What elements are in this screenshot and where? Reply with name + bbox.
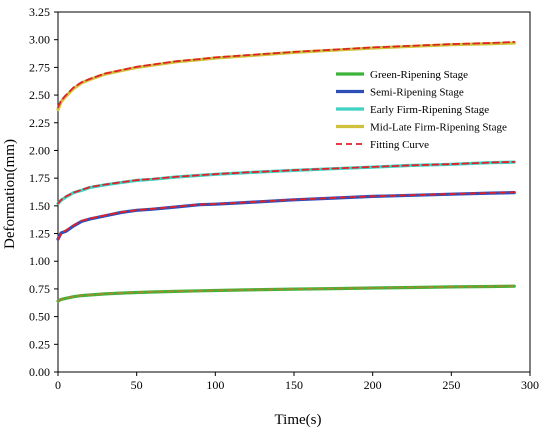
y-tick-label: 3.25 [29,5,50,19]
y-tick-label: 2.25 [29,116,50,130]
y-tick-label: 2.00 [29,143,50,157]
y-tick-label: 1.00 [29,254,50,268]
plot-border [57,11,531,373]
y-tick-label: 3.00 [29,33,50,47]
y-tick-label: 1.75 [29,171,50,185]
y-tick-label: 0.00 [29,365,50,379]
legend-label: Fitting Curve [370,139,429,151]
x-tick-label: 200 [364,378,382,392]
legend-label: Mid-Late Firm-Ripening Stage [370,122,507,134]
y-tick-label: 0.50 [29,310,50,324]
y-tick-label: 0.75 [29,282,50,296]
x-tick-label: 300 [521,378,539,392]
legend-label: Early Firm-Ripening Stage [370,104,489,116]
x-axis-ticks: 0 50 100 150 200 250 300 [55,372,539,392]
x-tick-label: 50 [131,378,143,392]
y-tick-label: 2.75 [29,60,50,74]
series-line [56,160,516,206]
legend-label: Semi-Ripening Stage [370,87,464,99]
x-tick-label: 150 [285,378,303,392]
series-line [56,284,516,303]
fitting-curve-line [57,285,516,302]
y-tick-label: 0.25 [29,337,50,351]
x-tick-label: 100 [206,378,224,392]
series-layer [56,41,516,303]
legend-label: Green-Ripening Stage [370,69,468,81]
fitting-curve-line [57,160,516,205]
x-axis-title: Time(s) [275,412,322,428]
y-tick-label: 1.50 [29,199,50,213]
y-tick-label: 1.25 [29,227,50,241]
y-axis-title: Deformation(mm) [2,139,18,249]
x-tick-label: 0 [55,378,61,392]
fitting-curve-line [57,41,516,109]
x-tick-label: 250 [442,378,460,392]
plot-frame [57,11,531,373]
y-tick-label: 2.50 [29,88,50,102]
legend: Green-Ripening Stage Semi-Ripening Stage E… [336,69,507,151]
fitting-curve-line [57,191,516,241]
y-axis-ticks: 0.00 0.25 0.50 0.75 1.00 1.25 1.50 1.75 2.00 2.25… [29,5,58,379]
